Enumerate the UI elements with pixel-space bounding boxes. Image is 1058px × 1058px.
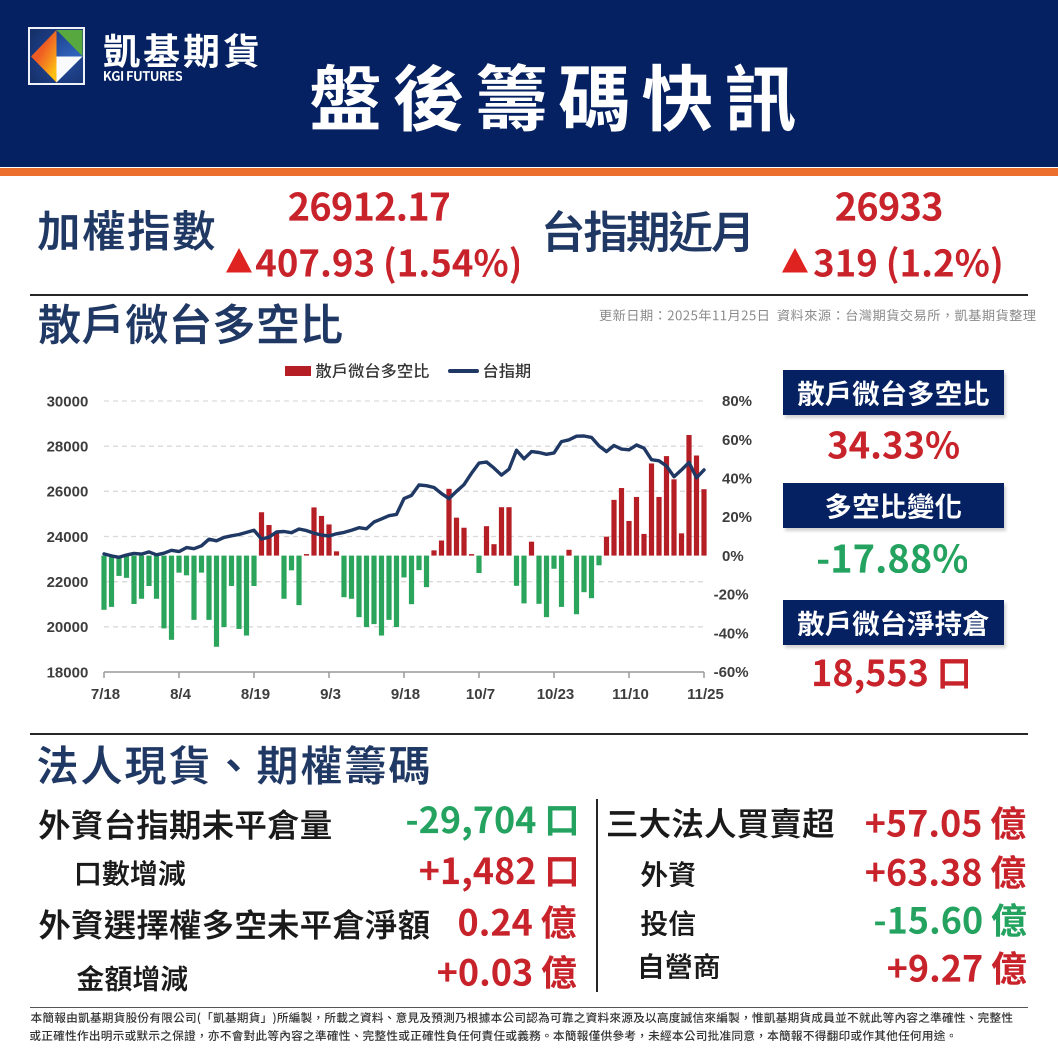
svg-text:24000: 24000 — [47, 529, 89, 546]
svg-text:10/7: 10/7 — [466, 686, 495, 703]
svg-text:8/4: 8/4 — [170, 686, 192, 703]
svg-text:11/10: 11/10 — [612, 686, 649, 703]
svg-text:8/19: 8/19 — [241, 686, 270, 703]
svg-text:18000: 18000 — [47, 664, 89, 681]
svg-text:-20%: -20% — [714, 587, 749, 604]
svg-text:30000: 30000 — [47, 393, 89, 410]
svg-text:9/18: 9/18 — [391, 686, 420, 703]
svg-text:28000: 28000 — [47, 439, 89, 456]
svg-text:22000: 22000 — [47, 574, 89, 591]
svg-text:60%: 60% — [722, 432, 752, 449]
svg-text:20000: 20000 — [47, 619, 89, 636]
svg-text:40%: 40% — [722, 471, 752, 488]
svg-text:11/25: 11/25 — [687, 686, 724, 703]
svg-text:26000: 26000 — [47, 484, 89, 501]
svg-text:20%: 20% — [722, 509, 752, 526]
svg-text:-60%: -60% — [714, 664, 749, 681]
svg-text:7/18: 7/18 — [91, 686, 120, 703]
svg-text:0%: 0% — [722, 548, 744, 565]
svg-text:9/3: 9/3 — [320, 686, 341, 703]
svg-text:80%: 80% — [722, 393, 752, 410]
svg-text:-40%: -40% — [714, 625, 749, 642]
svg-text:10/23: 10/23 — [537, 686, 575, 703]
